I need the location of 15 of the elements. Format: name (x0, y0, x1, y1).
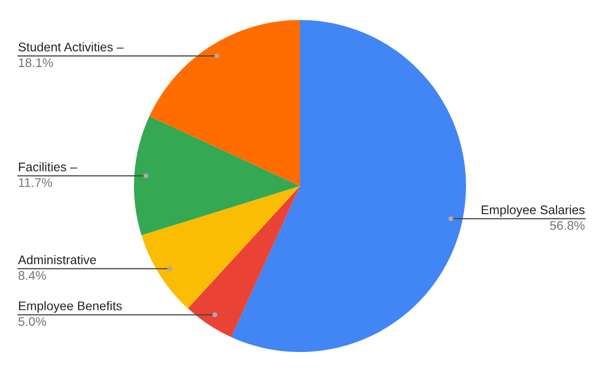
data-label: 56.8% (550, 221, 585, 230)
pie-slice (231, 20, 466, 352)
pie-slice (188, 186, 300, 338)
data-label: 8.4% (18, 271, 46, 280)
slice-label: Employee Salaries (482, 205, 585, 217)
pie-slice (141, 186, 300, 308)
data-label: 18.1% (18, 58, 53, 68)
pie-slice (149, 20, 300, 186)
data-label: 11.7% (18, 178, 52, 187)
slice-label: Student Activities – (18, 42, 124, 52)
slice-label: Employee Benefits (19, 301, 122, 313)
slice-label: Facilities – (19, 162, 78, 172)
pie-slice (134, 116, 300, 236)
data-label: 5.0% (18, 317, 46, 326)
slice-label: Administrative (18, 255, 96, 264)
